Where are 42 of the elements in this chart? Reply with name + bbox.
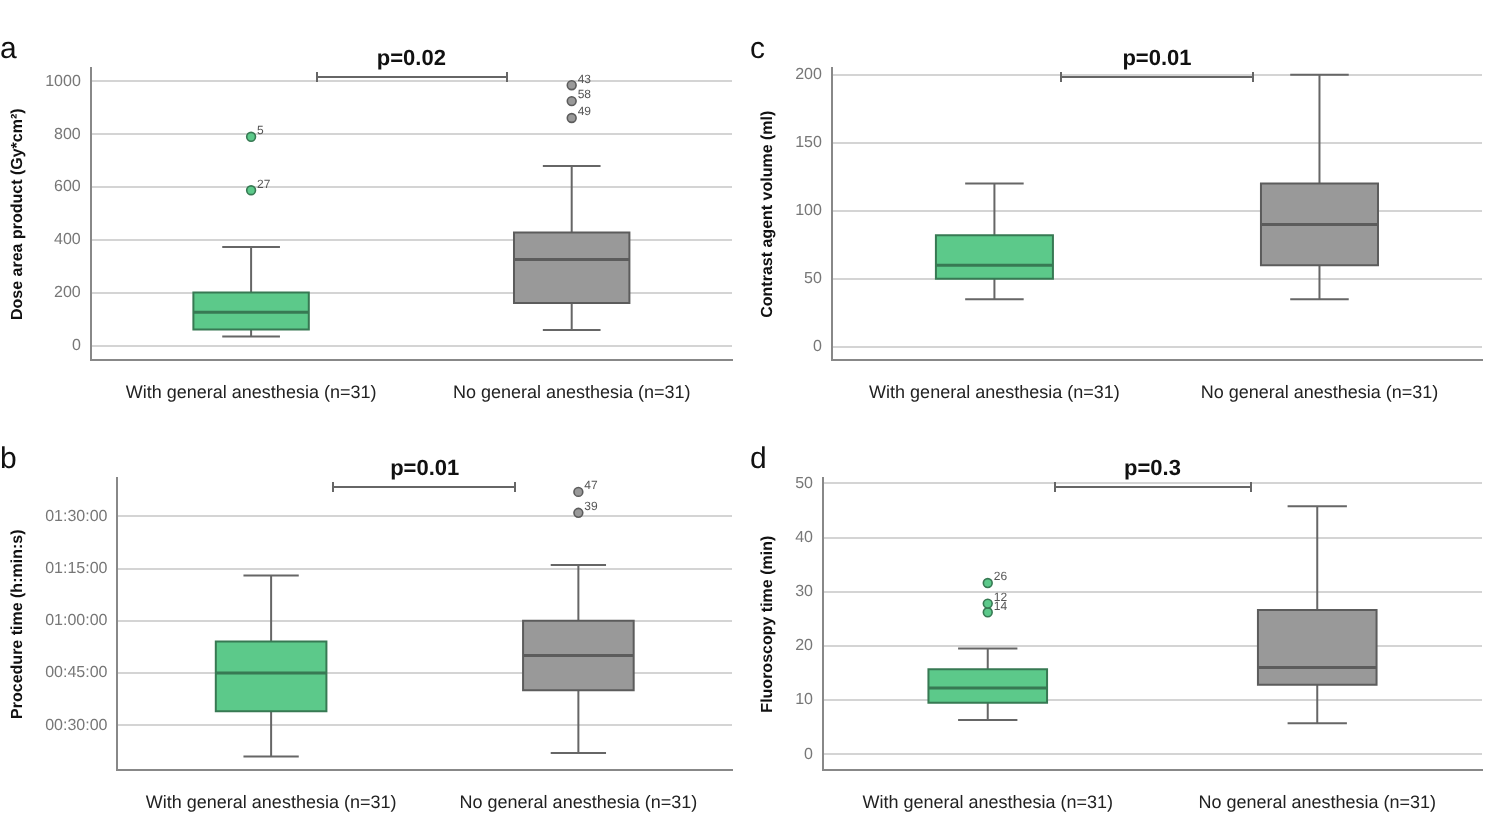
y-tick-label: 01:30:00	[45, 506, 109, 525]
chart-title: b	[0, 442, 17, 477]
annotation: p=0.3	[1124, 457, 1181, 482]
y-tick-label: 20	[795, 636, 815, 655]
y-tick-label: 400	[54, 230, 82, 249]
y-tick-label: 800	[54, 124, 82, 143]
y-tick-label: 50	[804, 269, 823, 288]
y-tick-label: 00:30:00	[45, 715, 109, 734]
y-tick-label: 0	[812, 337, 823, 356]
y-tick-label: 01:15:00	[45, 558, 109, 577]
x-tick-label: No general anesthesia (n=31)	[1200, 382, 1439, 403]
y-tick-label: 0	[804, 744, 815, 763]
y-tick-label: 1000	[45, 71, 82, 90]
y-tick-label: 600	[54, 177, 82, 196]
x-tick-label: No general anesthesia (n=31)	[452, 382, 691, 403]
annotation: p=0.01	[1122, 47, 1192, 72]
y-tick-label: 100	[795, 201, 823, 220]
x-tick-label: With general anesthesia (n=31)	[145, 792, 397, 813]
x-tick-label: No general anesthesia (n=31)	[459, 792, 698, 813]
chart-title: a	[0, 32, 18, 67]
y-tick-label: 30	[795, 582, 815, 601]
y-axis-title: Dose area product (Gy*cm²)	[8, 107, 27, 321]
annotation: p=0.01	[390, 457, 460, 482]
chart-title: d	[750, 442, 767, 477]
y-tick-label: 0	[71, 336, 82, 355]
y-tick-label: 200	[795, 65, 823, 84]
y-tick-label: 00:45:00	[45, 663, 109, 682]
y-tick-label: 200	[54, 283, 82, 302]
y-axis-title: Fluoroscopy time (min)	[758, 535, 777, 713]
annotation: p=0.02	[376, 47, 446, 72]
y-tick-label: 50	[795, 473, 815, 492]
x-tick-label: With general anesthesia (n=31)	[869, 382, 1120, 403]
x-tick-label: No general anesthesia (n=31)	[1198, 792, 1437, 813]
y-axis-title: Procedure time (h:min:s)	[8, 528, 27, 719]
y-tick-label: 40	[795, 527, 815, 546]
y-tick-label: 150	[795, 133, 823, 152]
x-tick-label: With general anesthesia (n=31)	[125, 382, 377, 403]
y-axis-title: Contrast agent volume (ml)	[758, 109, 777, 318]
y-tick-label: 01:00:00	[45, 611, 109, 630]
y-tick-label: 10	[795, 690, 815, 709]
chart-title: c	[750, 32, 766, 67]
x-tick-label: With general anesthesia (n=31)	[862, 792, 1114, 813]
